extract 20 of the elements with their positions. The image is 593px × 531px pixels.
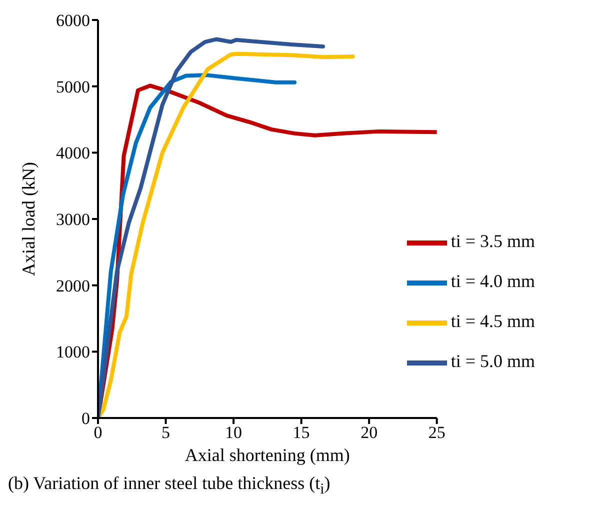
y-tick-label: 0 (82, 409, 90, 428)
y-axis-title: Axial load (kN) (18, 162, 38, 276)
y-tick-label: 2000 (56, 276, 90, 296)
y-tick-label: 3000 (56, 210, 90, 230)
y-tick-label: 6000 (56, 11, 90, 30)
x-tick-label: 5 (162, 423, 170, 442)
legend-label: ti = 5.0 mm (450, 350, 535, 371)
x-axis-title: Axial shortening (mm) (184, 445, 350, 465)
y-tick-label: 4000 (56, 144, 90, 163)
x-tick-label: 25 (428, 423, 446, 442)
y-tick-label: 5000 (56, 77, 90, 96)
legend-label: ti = 3.5 mm (450, 230, 535, 251)
y-tick-label: 1000 (56, 342, 90, 362)
x-tick-label: 20 (360, 423, 378, 442)
legend-label: ti = 4.5 mm (450, 310, 535, 331)
legend-label: ti = 4.0 mm (450, 270, 535, 291)
x-tick-label: 10 (225, 423, 242, 442)
x-tick-label: 0 (94, 423, 102, 442)
text: (b) Variation of inner steel tube thickness (t$_{i}$) (8, 473, 332, 499)
x-tick-label: 15 (292, 423, 310, 442)
